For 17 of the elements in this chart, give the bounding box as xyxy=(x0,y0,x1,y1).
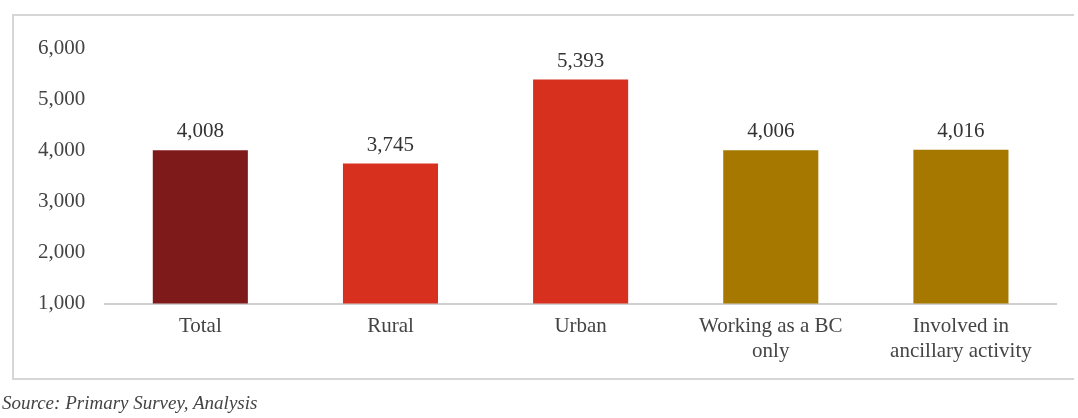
x-tick-label: Total xyxy=(178,312,222,337)
y-tick-label: 6,000 xyxy=(38,35,86,60)
data-label: 4,008 xyxy=(176,118,224,143)
y-tick-label: 2,000 xyxy=(38,239,86,264)
y-tick-label: 5,000 xyxy=(38,86,86,111)
y-tick-label: 4,000 xyxy=(38,137,86,162)
data-label: 3,745 xyxy=(366,131,415,156)
y-tick-label: 3,000 xyxy=(38,188,86,213)
data-label: 4,006 xyxy=(747,118,795,143)
data-label: 4,016 xyxy=(937,117,985,142)
x-tick-label: Urban xyxy=(554,312,608,337)
source-note: Source: Primary Survey, Analysis xyxy=(2,392,258,414)
x-tick-label: Involved in ancillary activity xyxy=(890,312,1033,362)
x-tick-label: Working as a BC only xyxy=(699,312,843,362)
data-label: 5,393 xyxy=(557,47,605,72)
x-tick-label: Rural xyxy=(367,312,414,337)
y-tick-label: 1,000 xyxy=(38,290,86,315)
